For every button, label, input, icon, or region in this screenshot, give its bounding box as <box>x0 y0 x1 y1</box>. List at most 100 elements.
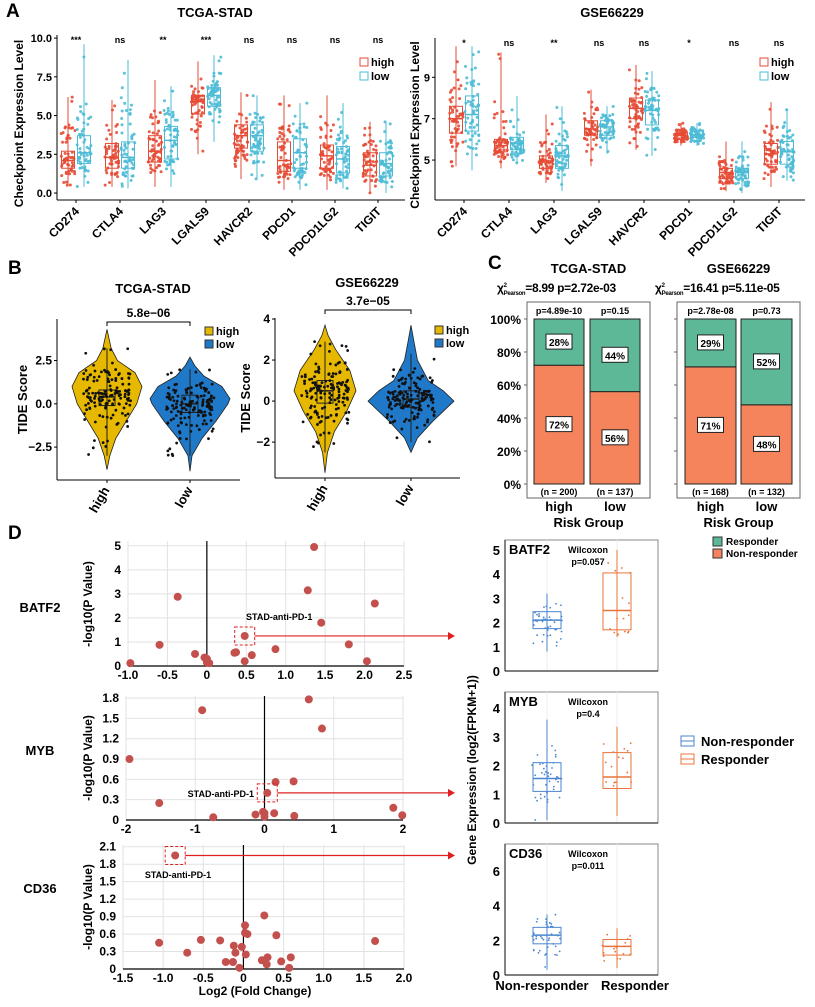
data-point <box>621 757 624 760</box>
data-point <box>634 130 638 134</box>
data-point <box>71 126 75 130</box>
data-point <box>256 131 260 135</box>
data-point <box>511 158 515 162</box>
data-point <box>586 127 590 131</box>
test-label: Wilcoxon <box>568 545 608 555</box>
data-point <box>159 147 163 151</box>
data-point <box>346 378 350 382</box>
data-point <box>498 57 502 61</box>
data-point <box>545 783 547 786</box>
data-point <box>256 151 260 155</box>
data-point <box>631 103 635 107</box>
data-point <box>336 382 339 385</box>
data-point <box>590 120 594 124</box>
data-point <box>596 125 600 129</box>
data-point <box>626 749 629 752</box>
data-point <box>68 172 72 176</box>
data-point <box>93 369 97 373</box>
data-point <box>374 160 378 164</box>
data-point <box>114 160 118 164</box>
data-point <box>791 178 795 182</box>
data-point <box>627 630 630 633</box>
data-point <box>212 71 216 75</box>
legend-swatch-high <box>434 325 444 335</box>
data-point <box>497 52 501 56</box>
data-point <box>545 923 548 926</box>
data-point <box>681 121 685 125</box>
data-point <box>518 133 522 137</box>
data-point <box>783 149 787 153</box>
data-point <box>67 126 71 130</box>
data-point <box>328 396 332 400</box>
data-point <box>414 384 418 388</box>
data-point <box>176 157 180 161</box>
data-point <box>734 182 738 186</box>
data-point <box>791 164 795 168</box>
data-point <box>84 369 88 372</box>
y-axis-label: TIDE Score <box>15 365 30 434</box>
data-point <box>114 377 118 380</box>
data-point <box>493 100 497 104</box>
data-point <box>270 809 279 818</box>
data-point <box>87 453 90 456</box>
data-point <box>449 135 453 139</box>
data-point <box>240 143 244 147</box>
data-point <box>201 94 205 98</box>
test-label: Wilcoxon <box>568 697 608 707</box>
data-point <box>293 175 297 179</box>
data-point <box>448 111 452 115</box>
data-point <box>418 403 422 407</box>
data-point <box>207 437 210 441</box>
y-tick-label: −2 <box>256 435 270 449</box>
data-point <box>449 106 453 110</box>
data-point <box>364 178 368 182</box>
data-point <box>318 388 321 392</box>
data-point <box>627 68 631 72</box>
data-point <box>611 127 615 131</box>
data-point <box>164 167 168 171</box>
data-point <box>719 187 723 191</box>
data-point <box>531 935 534 938</box>
data-point <box>543 773 546 776</box>
data-point <box>537 952 540 954</box>
data-point <box>285 963 294 972</box>
data-point <box>769 143 773 147</box>
data-point <box>191 97 195 101</box>
legend-swatch-high <box>359 57 369 67</box>
data-point <box>128 403 132 407</box>
x-tick-label-high: high <box>304 482 331 513</box>
data-point <box>185 437 188 441</box>
data-point <box>103 183 107 187</box>
panel-label-a: A <box>6 1 20 22</box>
y-tick-label: 9 <box>424 72 430 84</box>
data-point <box>104 168 108 172</box>
data-point <box>124 146 128 150</box>
data-point <box>200 105 204 109</box>
data-point <box>558 950 561 953</box>
data-point <box>539 793 542 796</box>
data-point <box>319 135 323 139</box>
data-point <box>167 386 171 390</box>
data-point <box>418 400 422 404</box>
data-point <box>110 156 114 160</box>
data-point <box>718 159 722 163</box>
data-point <box>105 152 109 156</box>
data-point <box>774 165 778 169</box>
data-point <box>614 950 617 953</box>
data-point <box>677 123 681 127</box>
data-point <box>543 606 545 609</box>
data-point <box>391 397 395 401</box>
data-point <box>96 391 100 395</box>
data-point <box>770 170 774 174</box>
data-point <box>497 143 501 147</box>
data-point <box>105 137 109 141</box>
data-point <box>604 140 608 144</box>
data-point <box>775 160 779 164</box>
data-point <box>450 131 454 135</box>
data-point <box>194 100 198 104</box>
data-point <box>304 183 308 187</box>
data-point <box>190 391 193 395</box>
data-point <box>88 406 92 410</box>
x-axis-label: Risk Group <box>553 515 623 530</box>
data-point <box>256 112 260 116</box>
